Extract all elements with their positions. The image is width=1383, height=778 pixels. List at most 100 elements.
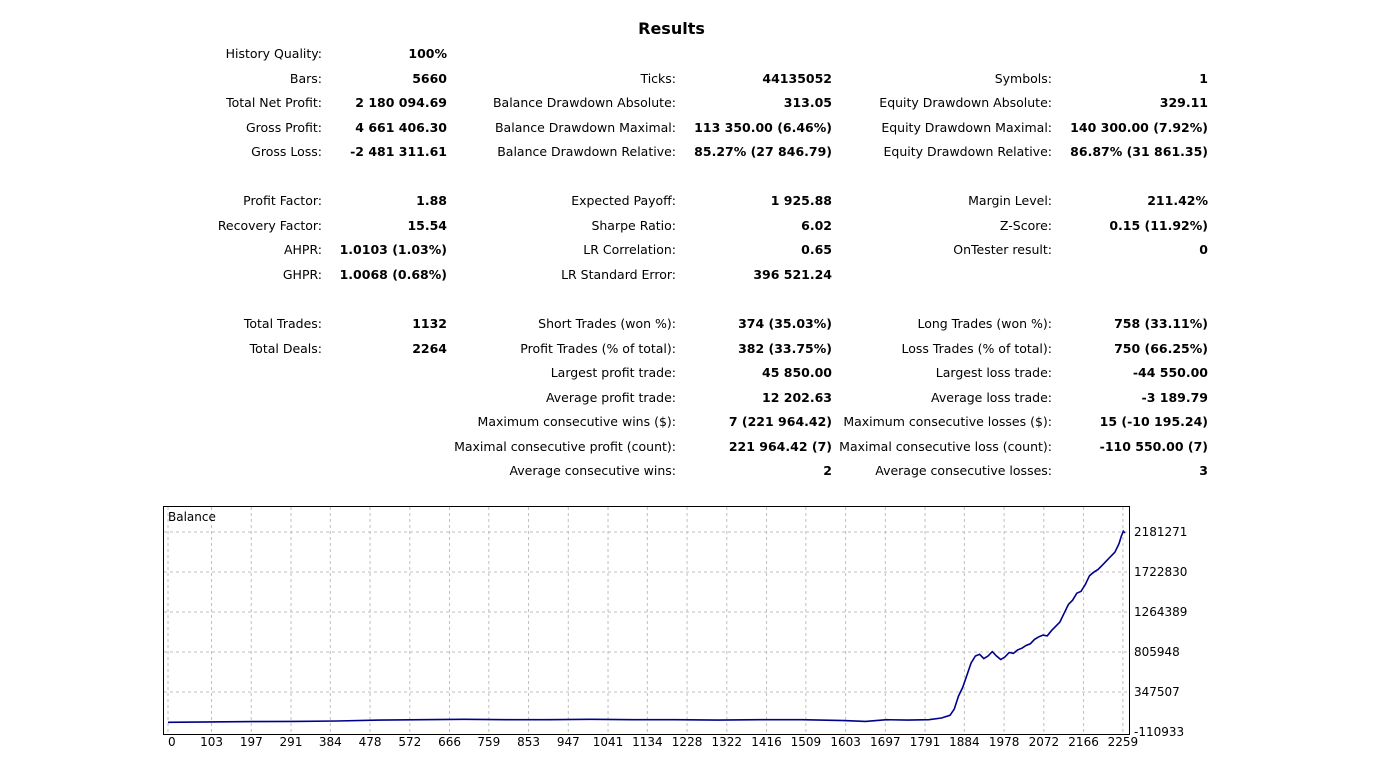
stat-value: 3 [1199, 463, 1208, 479]
stat-row: AHPR: 1.0103 (1.03%) [0, 242, 1383, 262]
stat-row: Average profit trade: 12 202.63 [0, 390, 1383, 410]
stat-value: 15 (-10 195.24) [1099, 414, 1208, 430]
stat-row: Symbols: 1 [0, 71, 1383, 91]
stat-row: Average loss trade: -3 189.79 [0, 390, 1383, 410]
stat-row: Maximum consecutive wins ($): 7 (221 964.… [0, 414, 1383, 434]
y-tick-label: -110933 [1134, 725, 1184, 739]
stat-value: 12 202.63 [762, 389, 832, 405]
stat-value: 329.11 [1159, 95, 1208, 111]
stat-value: 100% [408, 46, 447, 61]
stat-value: 45 850.00 [762, 365, 832, 381]
stat-row: Equity Drawdown Maximal: 140 300.00 (7.92… [0, 120, 1383, 140]
stat-value: 0 [1199, 242, 1208, 258]
stat-row: Margin Level: 211.42% [0, 193, 1383, 213]
stat-row: Gross Loss: -2 481 311.61 [0, 144, 1383, 164]
stat-row: Loss Trades (% of total): 750 (66.25%) [0, 341, 1383, 361]
stat-label: OnTester result: [953, 242, 1052, 258]
stat-label: Maximum consecutive losses ($): [843, 414, 1052, 430]
stat-value: 113 350.00 (6.46%) [694, 119, 832, 135]
stat-row: Ticks: 44135052 [0, 71, 1383, 91]
stat-value: -3 189.79 [1141, 389, 1208, 405]
stat-value: 2264 [412, 340, 447, 356]
stat-label: Loss Trades (% of total): [901, 340, 1052, 356]
stat-value: 4 661 406.30 [355, 119, 447, 135]
stat-row: Total Trades: 1132 [0, 316, 1383, 336]
x-tick-label: 384 [319, 735, 342, 749]
stat-row: Sharpe Ratio: 6.02 [0, 218, 1383, 238]
stat-label: Average consecutive wins: [509, 463, 676, 479]
stat-label: Average consecutive losses: [875, 463, 1052, 479]
stat-label: Expected Payoff: [571, 193, 676, 209]
stat-label: Margin Level: [968, 193, 1052, 209]
x-tick-label: 1228 [672, 735, 703, 749]
stat-label: Largest loss trade: [935, 365, 1052, 381]
stat-label: Profit Trades (% of total): [520, 340, 676, 356]
stat-value: 44135052 [762, 70, 832, 86]
x-tick-label: 478 [359, 735, 382, 749]
stat-value: 758 (33.11%) [1114, 316, 1208, 332]
stat-row: Maximal consecutive loss (count): -110 55… [0, 439, 1383, 459]
stat-label: Ticks: [640, 70, 676, 86]
stat-value: 396 521.24 [753, 266, 832, 282]
stat-label: LR Correlation: [583, 242, 676, 258]
stat-label: AHPR: [283, 242, 322, 258]
x-tick-label: 1041 [593, 735, 624, 749]
x-tick-label: 291 [280, 735, 303, 749]
stat-label: Long Trades (won %): [917, 316, 1052, 332]
stat-label: Recovery Factor: [217, 217, 322, 233]
x-tick-label: 1322 [712, 735, 743, 749]
stat-label: Maximal consecutive loss (count): [839, 438, 1052, 454]
stat-value: 1 [1199, 70, 1208, 86]
y-tick-label: 2181271 [1134, 525, 1187, 539]
x-tick-label: 853 [517, 735, 540, 749]
stat-row: Profit Trades (% of total): 382 (33.75%) [0, 341, 1383, 361]
stat-label: Total Net Profit: [226, 95, 322, 111]
x-tick-label: 2166 [1068, 735, 1099, 749]
stat-row: Long Trades (won %): 758 (33.11%) [0, 316, 1383, 336]
stat-row: History Quality: 100% [0, 46, 1383, 66]
stat-row: GHPR: 1.0068 (0.68%) [0, 267, 1383, 287]
stat-value: 5660 [412, 70, 447, 86]
stat-value: 86.87% (31 861.35) [1070, 144, 1208, 160]
stat-value: 0.65 [801, 242, 832, 258]
results-title: Results [638, 19, 705, 38]
stat-label: Gross Profit: [245, 119, 322, 135]
x-tick-label: 1978 [989, 735, 1020, 749]
stat-label: Sharpe Ratio: [591, 217, 676, 233]
stat-value: 382 (33.75%) [738, 340, 832, 356]
stat-label: Total Deals: [249, 340, 322, 356]
y-tick-label: 805948 [1134, 645, 1180, 659]
stat-row: Balance Drawdown Maximal: 113 350.00 (6.4… [0, 120, 1383, 140]
stat-label: Total Trades: [243, 316, 322, 332]
x-tick-label: 2072 [1029, 735, 1060, 749]
stat-value: 6.02 [801, 217, 832, 233]
x-tick-label: 1416 [751, 735, 782, 749]
x-tick-label: 103 [200, 735, 223, 749]
chart-title: Balance [168, 510, 216, 524]
stat-label: Maximal consecutive profit (count): [454, 438, 676, 454]
y-tick-label: 1722830 [1134, 565, 1187, 579]
balance-series-line [167, 529, 1126, 724]
stat-label: Largest profit trade: [550, 365, 676, 381]
stat-value: 85.27% (27 846.79) [694, 144, 832, 160]
stat-label: Profit Factor: [243, 193, 322, 209]
stat-row: Profit Factor: 1.88 [0, 193, 1383, 213]
stat-label: Balance Drawdown Absolute: [492, 95, 676, 111]
stat-label: Equity Drawdown Relative: [883, 144, 1052, 160]
x-tick-label: 1509 [791, 735, 822, 749]
stat-label: Z-Score: [999, 217, 1052, 233]
chart-grid [164, 507, 1129, 734]
x-tick-label: 572 [398, 735, 421, 749]
stat-row: Maximum consecutive losses ($): 15 (-10 1… [0, 414, 1383, 434]
x-tick-label: 1791 [910, 735, 941, 749]
stat-value: 1.88 [416, 193, 447, 209]
stat-row: Total Deals: 2264 [0, 341, 1383, 361]
stat-label: LR Standard Error: [561, 266, 676, 282]
stat-label: Balance Drawdown Relative: [497, 144, 676, 160]
stat-value: 140 300.00 (7.92%) [1070, 119, 1208, 135]
stat-value: 2 180 094.69 [355, 95, 447, 111]
stat-row: Largest profit trade: 45 850.00 [0, 365, 1383, 385]
stat-value: 211.42% [1147, 193, 1208, 209]
stat-row: Gross Profit: 4 661 406.30 [0, 120, 1383, 140]
